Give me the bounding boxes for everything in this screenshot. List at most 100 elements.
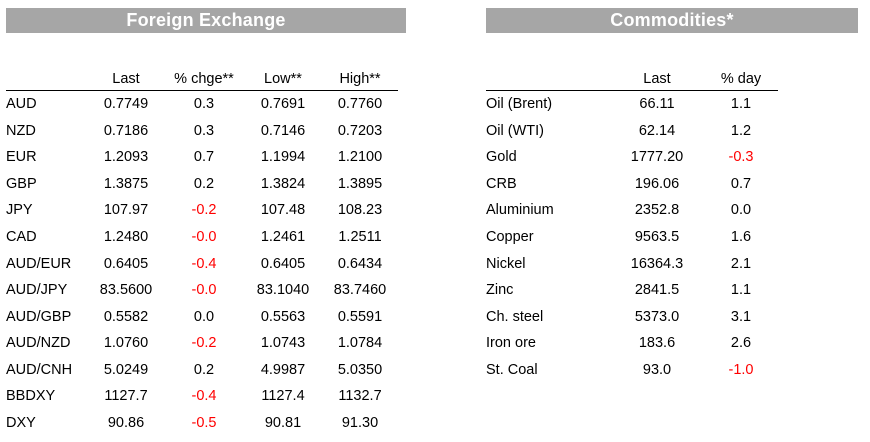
commodities-cell: 196.06 xyxy=(634,175,680,192)
fx-cell: 1.2461 xyxy=(260,229,306,245)
commodities-cell: 66.11 xyxy=(639,96,675,113)
commodities-column-header: % day xyxy=(720,71,762,87)
fx-table-row: DXY 90.86 -0.5 90.81 91.30 xyxy=(6,410,398,437)
commodities-table-row: Oil (WTI) 62.14 1.2 xyxy=(486,118,778,145)
fx-table-row: AUD/JPY 83.5600 -0.0 83.1040 83.7460 xyxy=(6,277,398,304)
commodities-table-row: Zinc 2841.5 1.1 xyxy=(486,277,778,304)
fx-cell: 1.2480 xyxy=(103,229,149,245)
commodities-row-label: Aluminium xyxy=(486,202,554,219)
fx-row-label: CAD xyxy=(6,229,37,245)
commodities-cell: 93.0 xyxy=(642,361,672,378)
fx-row-label: BBDXY xyxy=(6,388,56,405)
commodities-cell: 2352.8 xyxy=(634,202,680,219)
fx-cell: 0.7203 xyxy=(337,122,383,139)
commodities-row-label: Iron ore xyxy=(486,335,536,352)
fx-cell: 0.7 xyxy=(193,149,215,166)
fx-cell: -0.2 xyxy=(191,335,217,352)
fx-table-row: EUR 1.2093 0.7 1.1994 1.2100 xyxy=(6,144,398,171)
fx-cell: 83.5600 xyxy=(99,282,153,299)
fx-cell: 1.0784 xyxy=(337,335,383,352)
commodities-table-row: Aluminium 2352.8 0.0 xyxy=(486,197,778,224)
fx-row-label: DXY xyxy=(6,414,36,431)
fx-cell: 0.7749 xyxy=(103,96,149,113)
commodities-cell: 183.6 xyxy=(638,335,676,352)
fx-cell: 0.5582 xyxy=(103,308,149,325)
commodities-table-row: CRB 196.06 0.7 xyxy=(486,171,778,198)
fx-table: Last % chge** Low** High** AUD 0.7749 0.3 0.76… xyxy=(6,61,398,436)
fx-cell: 1.3895 xyxy=(337,175,383,192)
fx-cell: 5.0350 xyxy=(337,361,383,378)
fx-table-row: BBDXY 1127.7 -0.4 1127.4 1132.7 xyxy=(6,383,398,410)
commodities-row-label: CRB xyxy=(486,175,517,192)
commodities-cell: 16364.3 xyxy=(630,255,684,272)
commodities-column-header: Last xyxy=(643,71,671,87)
fx-cell: -0.4 xyxy=(191,255,217,272)
fx-cell: 5.0249 xyxy=(103,361,149,378)
commodities-title: Commodities* xyxy=(486,8,858,33)
fx-cell: -0.5 xyxy=(191,414,217,431)
commodities-row-label: Oil (WTI) xyxy=(486,122,544,139)
commodities-row-label: Copper xyxy=(486,229,534,245)
fx-cell: 4.9987 xyxy=(260,361,306,378)
fx-table-row: CAD 1.2480 -0.0 1.2461 1.2511 xyxy=(6,224,398,251)
fx-cell: 1.3824 xyxy=(260,175,306,192)
fx-cell: 107.97 xyxy=(103,202,149,219)
fx-cell: 1.2100 xyxy=(337,149,383,166)
commodities-cell: 0.0 xyxy=(730,202,752,219)
fx-row-label: AUD/CNH xyxy=(6,361,73,378)
fx-table-row: AUD/NZD 1.0760 -0.2 1.0743 1.0784 xyxy=(6,330,398,357)
commodities-table-row: Oil (Brent) 66.11 1.1 xyxy=(486,91,778,118)
commodities-table-row: Ch. steel 5373.0 3.1 xyxy=(486,303,778,330)
fx-row-label: EUR xyxy=(6,149,37,166)
fx-cell: 0.3 xyxy=(193,96,215,113)
commodities-row-label: St. Coal xyxy=(486,361,538,378)
commodities-table-row: Nickel 16364.3 2.1 xyxy=(486,250,778,277)
fx-cell: 1.2511 xyxy=(338,229,382,245)
fx-cell: 0.7691 xyxy=(260,96,306,113)
fx-table-row: AUD/GBP 0.5582 0.0 0.5563 0.5591 xyxy=(6,303,398,330)
commodities-row-label: Ch. steel xyxy=(486,308,544,325)
commodities-header-row: Last % day xyxy=(486,61,778,91)
fx-column-header: Low** xyxy=(264,71,302,87)
fx-table-row: AUD/EUR 0.6405 -0.4 0.6405 0.6434 xyxy=(6,250,398,277)
fx-cell: 1.1994 xyxy=(260,149,306,166)
fx-cell: 83.1040 xyxy=(256,282,310,299)
commodities-cell: 1.6 xyxy=(730,229,752,245)
commodities-cell: 1.1 xyxy=(730,96,752,113)
fx-cell: 1.3875 xyxy=(103,175,149,192)
fx-row-label: AUD xyxy=(6,96,37,113)
commodities-panel: Commodities* Last % day Oil (Brent) 66.11 1… xyxy=(486,8,858,383)
fx-row-label: GBP xyxy=(6,175,37,192)
fx-cell: 1132.7 xyxy=(338,388,382,405)
fx-cell: -0.4 xyxy=(191,388,217,405)
fx-table-row: AUD 0.7749 0.3 0.7691 0.7760 xyxy=(6,91,398,118)
fx-cell: 83.7460 xyxy=(333,282,387,299)
commodities-cell: 1777.20 xyxy=(630,149,684,166)
commodities-table-row: Gold 1777.20 -0.3 xyxy=(486,144,778,171)
fx-cell: -0.0 xyxy=(191,282,217,299)
fx-table-row: GBP 1.3875 0.2 1.3824 1.3895 xyxy=(6,171,398,198)
fx-cell: 107.48 xyxy=(260,202,306,219)
fx-cell: 1.2093 xyxy=(103,149,149,166)
commodities-row-label: Oil (Brent) xyxy=(486,96,553,113)
commodities-table-row: Iron ore 183.6 2.6 xyxy=(486,330,778,357)
commodities-table-row: St. Coal 93.0 -1.0 xyxy=(486,356,778,383)
commodities-column-header xyxy=(486,61,610,91)
fx-table-row: AUD/CNH 5.0249 0.2 4.9987 5.0350 xyxy=(6,356,398,383)
commodities-table-row: Copper 9563.5 1.6 xyxy=(486,224,778,251)
fx-header-row: Last % chge** Low** High** xyxy=(6,61,398,91)
commodities-cell: 3.1 xyxy=(730,308,752,325)
fx-cell: 0.0 xyxy=(193,308,215,325)
fx-column-header: Last xyxy=(112,71,140,87)
commodities-cell: 2.6 xyxy=(730,335,752,352)
fx-cell: 1.0743 xyxy=(260,335,306,352)
fx-table-row: JPY 107.97 -0.2 107.48 108.23 xyxy=(6,197,398,224)
fx-table-row: NZD 0.7186 0.3 0.7146 0.7203 xyxy=(6,118,398,145)
fx-column-header: High** xyxy=(339,71,381,87)
commodities-cell: 5373.0 xyxy=(634,308,680,325)
commodities-cell: 9563.5 xyxy=(634,229,680,245)
fx-cell: 0.7760 xyxy=(337,96,383,113)
fx-row-label: JPY xyxy=(6,202,33,219)
fx-row-label: AUD/JPY xyxy=(6,282,68,299)
fx-cell: 0.3 xyxy=(193,122,215,139)
